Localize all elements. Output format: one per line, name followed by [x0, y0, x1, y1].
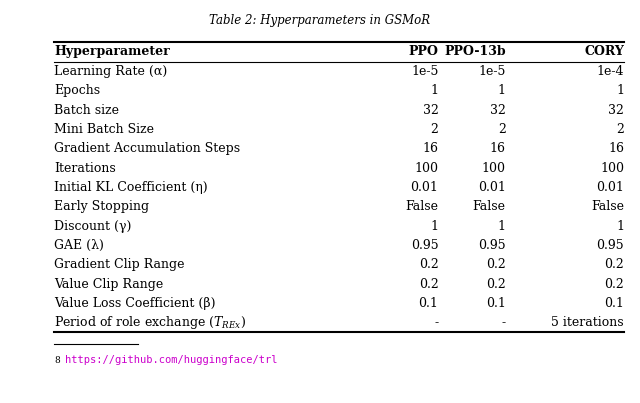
Text: 0.2: 0.2: [419, 278, 438, 291]
Text: Initial KL Coefficient (η): Initial KL Coefficient (η): [54, 181, 208, 194]
Text: Period of role exchange ($T_{REx}$): Period of role exchange ($T_{REx}$): [54, 314, 246, 331]
Text: PPO-13b: PPO-13b: [444, 46, 506, 58]
Text: 100: 100: [600, 162, 624, 174]
Text: 32: 32: [608, 104, 624, 116]
Text: 1: 1: [498, 220, 506, 233]
Text: Epochs: Epochs: [54, 84, 100, 97]
Text: 0.01: 0.01: [596, 181, 624, 194]
Text: 100: 100: [415, 162, 438, 174]
Text: 2: 2: [498, 123, 506, 136]
Text: 100: 100: [482, 162, 506, 174]
Text: 0.2: 0.2: [486, 278, 506, 291]
Text: 32: 32: [422, 104, 438, 116]
Text: 0.2: 0.2: [486, 258, 506, 271]
Text: 1: 1: [431, 220, 438, 233]
Text: 1e-4: 1e-4: [596, 65, 624, 78]
Text: 1e-5: 1e-5: [411, 65, 438, 78]
Text: Mini Batch Size: Mini Batch Size: [54, 123, 154, 136]
Text: 0.2: 0.2: [419, 258, 438, 271]
Text: 16: 16: [608, 142, 624, 155]
Text: False: False: [405, 200, 438, 213]
Text: 2: 2: [616, 123, 624, 136]
Text: False: False: [472, 200, 506, 213]
Text: 2: 2: [431, 123, 438, 136]
Text: 16: 16: [490, 142, 506, 155]
Text: Value Loss Coefficient (β): Value Loss Coefficient (β): [54, 297, 216, 310]
Text: 8: 8: [54, 356, 60, 365]
Text: 0.95: 0.95: [478, 239, 506, 252]
Text: CORY: CORY: [584, 46, 624, 58]
Text: PPO: PPO: [408, 46, 438, 58]
Text: 0.2: 0.2: [604, 258, 624, 271]
Text: Table 2: Hyperparameters in GSMoR: Table 2: Hyperparameters in GSMoR: [209, 14, 431, 27]
Text: 1: 1: [616, 84, 624, 97]
Text: -: -: [502, 316, 506, 329]
Text: 0.1: 0.1: [604, 297, 624, 310]
Text: Learning Rate (α): Learning Rate (α): [54, 65, 168, 78]
Text: Gradient Accumulation Steps: Gradient Accumulation Steps: [54, 142, 241, 155]
Text: GAE (λ): GAE (λ): [54, 239, 104, 252]
Text: Value Clip Range: Value Clip Range: [54, 278, 164, 291]
Text: 1: 1: [431, 84, 438, 97]
Text: 32: 32: [490, 104, 506, 116]
Text: https://github.com/huggingface/trl: https://github.com/huggingface/trl: [65, 355, 278, 365]
Text: Early Stopping: Early Stopping: [54, 200, 150, 213]
Text: 0.1: 0.1: [419, 297, 438, 310]
Text: 5 iterations: 5 iterations: [552, 316, 624, 329]
Text: Hyperparameter: Hyperparameter: [54, 46, 170, 58]
Text: 0.1: 0.1: [486, 297, 506, 310]
Text: 1: 1: [498, 84, 506, 97]
Text: Iterations: Iterations: [54, 162, 116, 174]
Text: 0.95: 0.95: [411, 239, 438, 252]
Text: 1e-5: 1e-5: [478, 65, 506, 78]
Text: Batch size: Batch size: [54, 104, 120, 116]
Text: False: False: [591, 200, 624, 213]
Text: 0.01: 0.01: [477, 181, 506, 194]
Text: 0.01: 0.01: [410, 181, 438, 194]
Text: 1: 1: [616, 220, 624, 233]
Text: 16: 16: [422, 142, 438, 155]
Text: -: -: [435, 316, 438, 329]
Text: 0.95: 0.95: [596, 239, 624, 252]
Text: 0.2: 0.2: [604, 278, 624, 291]
Text: Discount (γ): Discount (γ): [54, 220, 132, 233]
Text: Gradient Clip Range: Gradient Clip Range: [54, 258, 185, 271]
